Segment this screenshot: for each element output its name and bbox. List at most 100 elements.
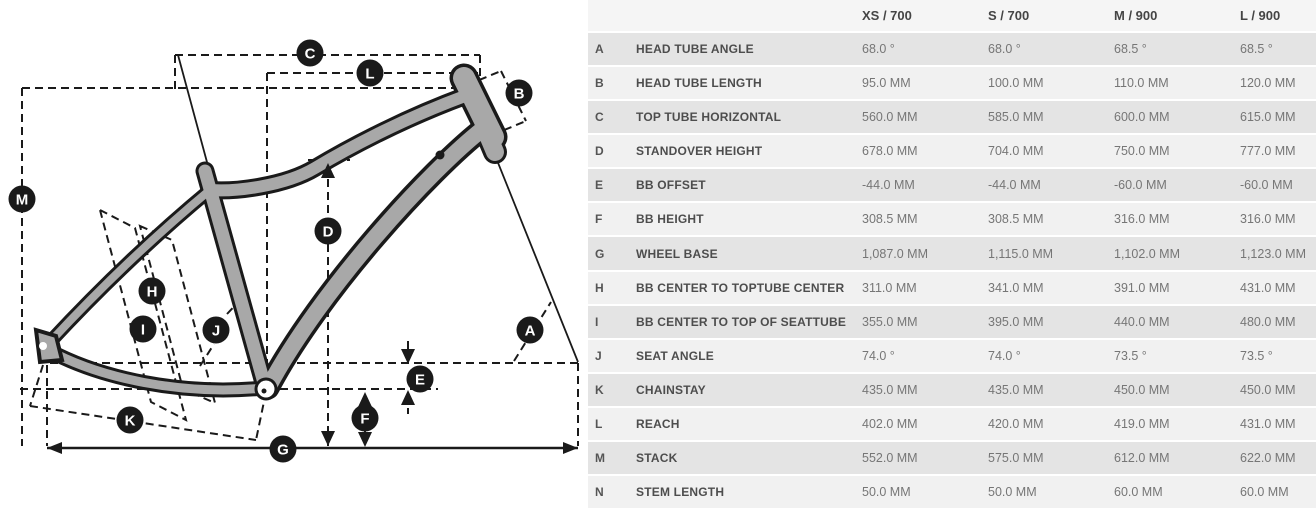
table-row: G WHEEL BASE 1,087.0 MM 1,115.0 MM 1,102.0 M… <box>588 237 1316 270</box>
row-value: 68.5 ° <box>1114 42 1147 57</box>
row-value: 120.0 MM <box>1240 76 1296 91</box>
row-value: 395.0 MM <box>988 314 1044 329</box>
marker-letter: I <box>141 321 145 338</box>
table-row: C TOP TUBE HORIZONTAL 560.0 MM 585.0 MM 600.… <box>588 101 1316 134</box>
row-value: 391.0 MM <box>1114 280 1170 295</box>
row-value: 431.0 MM <box>1240 416 1296 431</box>
row-value: 1,115.0 MM <box>988 246 1054 261</box>
row-letter: H <box>595 280 604 295</box>
row-label: TOP TUBE HORIZONTAL <box>636 110 782 125</box>
row-letter: C <box>595 110 604 125</box>
row-value: 73.5 ° <box>1240 348 1273 363</box>
row-value: -60.0 MM <box>1114 178 1167 193</box>
table-row: E BB OFFSET -44.0 MM -44.0 MM -60.0 MM -60.0 … <box>588 169 1316 202</box>
marker-letter: L <box>365 65 374 82</box>
table-row: N STEM LENGTH 50.0 MM 50.0 MM 60.0 MM 60.0 MM <box>588 476 1316 508</box>
bike-frame-diagram-svg: A B C D E F G H I J K L M <box>8 39 579 463</box>
row-value: 777.0 MM <box>1240 144 1296 159</box>
row-value: -44.0 MM <box>988 178 1041 193</box>
row-label: REACH <box>636 416 680 431</box>
row-value: 95.0 MM <box>862 76 911 91</box>
marker-letter: D <box>323 223 334 240</box>
row-value: 435.0 MM <box>862 382 918 397</box>
row-value: 316.0 MM <box>1240 212 1296 227</box>
table-row: D STANDOVER HEIGHT 678.0 MM 704.0 MM 750.0 M… <box>588 135 1316 168</box>
diagram-marker-f: F <box>351 404 379 432</box>
row-value: 74.0 ° <box>862 348 895 363</box>
frame-geometry-diagram: A B C D E F G H I J K L M <box>0 0 588 508</box>
row-letter: F <box>595 212 603 227</box>
row-letter: B <box>595 76 604 91</box>
cable-port-dot <box>435 150 445 160</box>
row-value: 68.5 ° <box>1240 42 1273 57</box>
row-value: -44.0 MM <box>862 178 915 193</box>
row-letter: J <box>595 348 602 363</box>
table-row: L REACH 402.0 MM 420.0 MM 419.0 MM 431.0 MM <box>588 407 1316 440</box>
row-value: 678.0 MM <box>862 144 918 159</box>
diagram-marker-m: M <box>8 185 36 213</box>
row-label: CHAINSTAY <box>636 382 706 397</box>
diagram-marker-d: D <box>314 217 342 245</box>
row-label: STANDOVER HEIGHT <box>636 144 763 159</box>
diagram-marker-j: J <box>202 316 230 344</box>
row-value: 431.0 MM <box>1240 280 1296 295</box>
row-value: 73.5 ° <box>1114 348 1147 363</box>
row-letter: A <box>595 42 604 57</box>
row-label: HEAD TUBE LENGTH <box>636 76 762 91</box>
row-letter: G <box>595 246 605 261</box>
size-column-header: M / 900 <box>1114 8 1158 23</box>
row-label: SEAT ANGLE <box>636 348 715 363</box>
row-label: WHEEL BASE <box>636 246 718 261</box>
row-value: 612.0 MM <box>1114 450 1170 465</box>
size-column-header: S / 700 <box>988 8 1030 23</box>
row-letter: M <box>595 450 605 465</box>
marker-letter: G <box>277 441 289 458</box>
table-row: J SEAT ANGLE 74.0 ° 74.0 ° 73.5 ° 73.5 ° <box>588 339 1316 372</box>
table-row: F BB HEIGHT 308.5 MM 308.5 MM 316.0 MM 316.0 … <box>588 203 1316 236</box>
row-value: 420.0 MM <box>988 416 1044 431</box>
row-value: 435.0 MM <box>988 382 1044 397</box>
geometry-table: XS / 700 S / 700 M / 900 L / 900 A HEAD TUBE … <box>588 0 1316 508</box>
row-label: BB OFFSET <box>636 178 706 193</box>
diagram-marker-g: G <box>269 435 297 463</box>
row-value: 341.0 MM <box>988 280 1044 295</box>
marker-letter: E <box>415 371 425 388</box>
row-value: 560.0 MM <box>862 110 918 125</box>
table-row: I BB CENTER TO TOP OF SEATTUBE 355.0 MM 395… <box>588 305 1316 338</box>
row-value: 704.0 MM <box>988 144 1044 159</box>
row-value: 575.0 MM <box>988 450 1044 465</box>
diagram-marker-c: C <box>296 39 324 67</box>
row-letter: I <box>595 314 599 329</box>
row-value: 600.0 MM <box>1114 110 1170 125</box>
row-value: 440.0 MM <box>1114 314 1170 329</box>
row-label: BB CENTER TO TOPTUBE CENTER <box>636 280 845 295</box>
table-row: K CHAINSTAY 435.0 MM 435.0 MM 450.0 MM 450.0 … <box>588 373 1316 406</box>
row-label: HEAD TUBE ANGLE <box>636 42 754 57</box>
marker-letter: A <box>525 322 536 339</box>
row-value: 419.0 MM <box>1114 416 1170 431</box>
marker-letter: M <box>16 191 29 208</box>
marker-letter: B <box>514 85 525 102</box>
table-row: H BB CENTER TO TOPTUBE CENTER 311.0 MM 341.… <box>588 271 1316 304</box>
marker-letter: H <box>147 283 158 300</box>
row-value: 480.0 MM <box>1240 314 1296 329</box>
row-value: 110.0 MM <box>1114 76 1169 91</box>
row-letter: E <box>595 178 604 193</box>
row-value: 60.0 MM <box>1240 485 1289 500</box>
row-value: 1,123.0 MM <box>1240 246 1307 261</box>
diagram-marker-k: K <box>116 406 144 434</box>
diagram-markers: A B C D E F G H I J K L M <box>8 39 544 463</box>
diagram-marker-h: H <box>138 277 166 305</box>
diagram-marker-e: E <box>406 365 434 393</box>
row-label: BB HEIGHT <box>636 212 704 227</box>
row-letter: L <box>595 416 603 431</box>
frame-tubes <box>43 67 504 397</box>
bottom-bracket <box>254 377 278 401</box>
row-value: 100.0 MM <box>988 76 1044 91</box>
row-value: 60.0 MM <box>1114 485 1163 500</box>
row-value: 615.0 MM <box>1240 110 1296 125</box>
row-letter: N <box>595 485 604 500</box>
row-value: 308.5 MM <box>988 212 1044 227</box>
rear-dropout <box>33 327 65 365</box>
